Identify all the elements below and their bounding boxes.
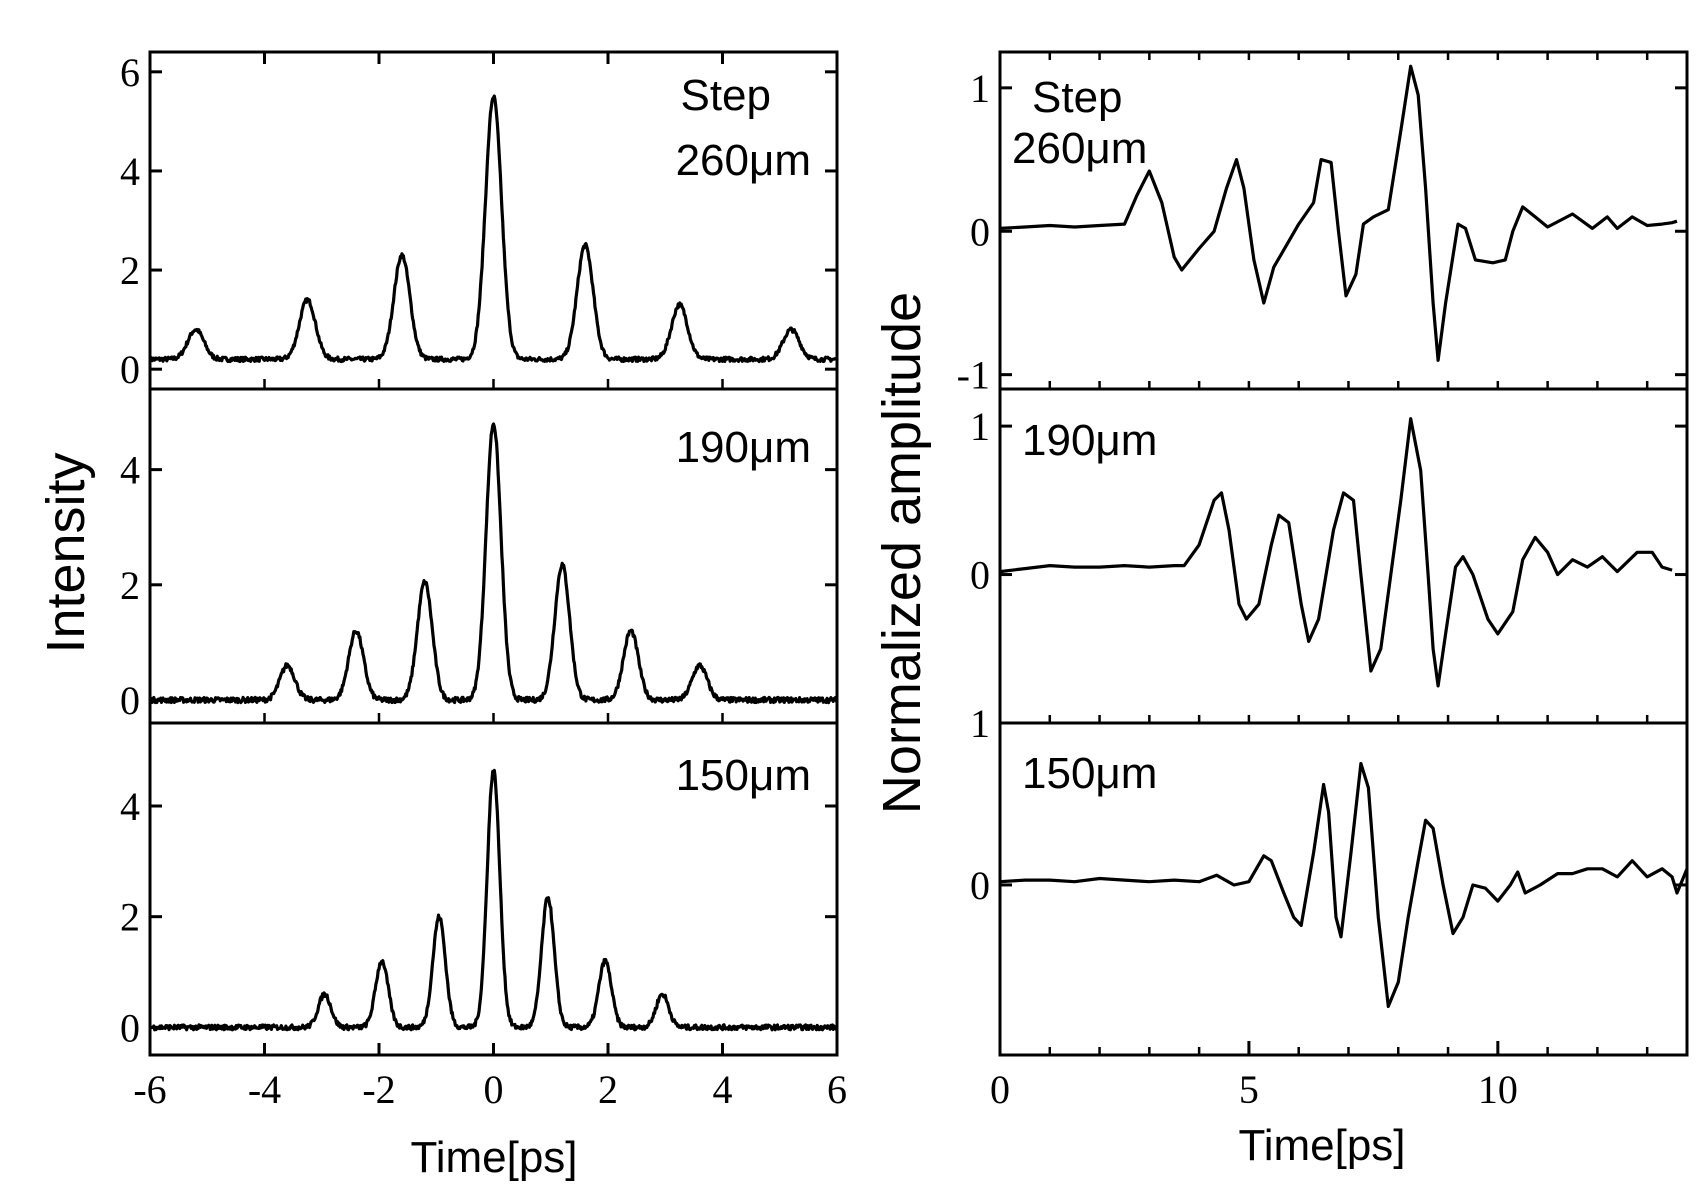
left-panel-3-annotation: 150μm <box>676 751 811 800</box>
right-xtick-label-0: 0 <box>990 1067 1010 1112</box>
right-panel-2-ytick-label-1: 0 <box>970 553 990 598</box>
right-panel-1-annotation-line-1: Step <box>1032 73 1123 122</box>
left-chart: 0 2 4 6 Step 260μm 0 2 4 190μm 0 2 4 150μm -6 -4… <box>36 50 847 1182</box>
left-panel-2: 0 2 4 190μm <box>120 387 839 725</box>
right-xtick-label-1: 5 <box>1239 1067 1259 1112</box>
left-panel-2-ytick-label-0: 0 <box>120 678 140 723</box>
left-panel-3-ytick-label-0: 0 <box>120 1005 140 1050</box>
left-panel-3-ytick-label-1: 2 <box>120 895 140 940</box>
right-panel-3-frame <box>998 721 1689 1057</box>
right-panel-1-annotation-line-2: 260μm <box>1012 124 1147 173</box>
left-panel-3-ytick-label-2: 4 <box>120 784 140 829</box>
left-panel-1-ytick-label-2: 4 <box>120 149 140 194</box>
right-chart: 10-1 Step 260μm 10 190μm 10 150μm 0 5 10 T… <box>872 50 1689 1170</box>
left-panel-2-trace <box>148 422 839 705</box>
right-panel-1-trace <box>999 64 1678 362</box>
right-x-axis: 0 5 10 <box>990 52 1649 1112</box>
right-panel-2-annotation: 190μm <box>1022 416 1157 465</box>
right-panel-3: 1 0 150μm <box>970 701 1689 1057</box>
left-panel-2-ytick-label-1: 2 <box>120 563 140 608</box>
right-panel-2-ytick-label-0: 1 <box>970 404 990 449</box>
right-panel-3-ytick-label-0: 1 <box>970 701 990 746</box>
left-panel-1-trace <box>148 94 839 364</box>
right-panel-3-ytick-label-1: 0 <box>970 863 990 908</box>
left-x-axis: -6 -4 -2 0 2 4 6 <box>133 52 847 1112</box>
left-panel-2-annotation: 190μm <box>676 423 811 472</box>
left-xtick-label-5: 4 <box>713 1067 733 1112</box>
right-panel-3-trace <box>999 761 1689 1009</box>
left-panel-2-ytick-label-2: 4 <box>120 448 140 493</box>
left-xtick-label-0: -6 <box>133 1067 166 1112</box>
right-panel-2: 1 0 190μm <box>970 387 1689 725</box>
left-panel-3: 0 2 4 150μm <box>120 721 839 1057</box>
right-panel-1-ytick-label-2: -1 <box>957 353 990 398</box>
right-panel-1-ytick-label-0: 1 <box>970 66 990 111</box>
right-xtick-label-2: 10 <box>1478 1067 1518 1112</box>
left-xtick-label-1: -4 <box>248 1067 281 1112</box>
right-panel-1-ytick-label-1: 0 <box>970 209 990 254</box>
right-panel-2-trace <box>999 417 1673 688</box>
left-panel-1-ytick-label-3: 6 <box>120 50 140 95</box>
left-xtick-label-3: 0 <box>484 1067 504 1112</box>
left-xtick-label-4: 2 <box>598 1067 618 1112</box>
left-y-axis-label: Intensity <box>36 452 96 653</box>
left-panel-1-annotation-line-2: 260μm <box>676 136 811 185</box>
left-panel-1-ytick-label-0: 0 <box>120 347 140 392</box>
left-xtick-label-2: -2 <box>362 1067 395 1112</box>
left-panel-1-annotation-line-1: Step <box>680 71 771 120</box>
left-panel-3-trace <box>148 768 839 1032</box>
left-panel-1: 0 2 4 6 Step 260μm <box>120 50 839 392</box>
left-x-axis-label: Time[ps] <box>410 1133 577 1182</box>
right-x-axis-label: Time[ps] <box>1238 1121 1405 1170</box>
right-panel-3-annotation: 150μm <box>1022 749 1157 798</box>
left-xtick-label-6: 6 <box>827 1067 847 1112</box>
right-y-axis-label: Normalized amplitude <box>872 292 932 814</box>
right-panel-1: 1 0 -1 Step 260μm <box>957 50 1689 398</box>
left-panel-1-ytick-label-1: 2 <box>120 248 140 293</box>
